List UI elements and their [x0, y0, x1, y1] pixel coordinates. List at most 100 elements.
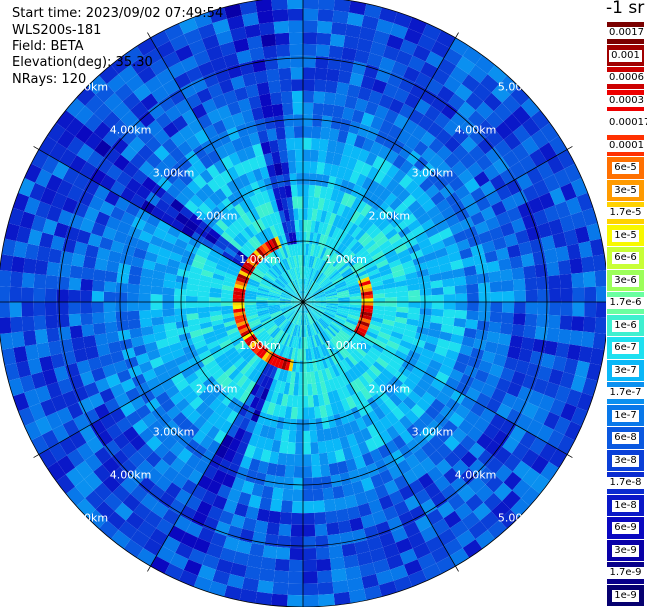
- range-bin-cell: [381, 273, 394, 281]
- range-ring-label: 5.00km: [67, 80, 109, 93]
- range-bin-cell: [303, 55, 316, 68]
- range-bin-cell: [125, 177, 142, 194]
- range-bin-cell: [361, 235, 373, 248]
- range-bin-cell: [306, 360, 311, 373]
- range-bin-cell: [298, 384, 303, 396]
- range-bin-cell: [248, 132, 261, 146]
- range-bin-cell: [314, 293, 326, 299]
- range-bin-cell: [220, 155, 234, 170]
- range-bin-cell: [317, 570, 333, 584]
- range-bin-cell: [408, 295, 421, 302]
- range-bin-cell: [470, 211, 486, 226]
- range-bin-cell: [397, 226, 412, 239]
- range-bin-cell: [175, 542, 194, 560]
- range-bin-cell: [337, 262, 349, 273]
- range-bin-cell: [288, 161, 297, 174]
- range-bin-cell: [303, 137, 312, 150]
- range-bin-cell: [300, 255, 303, 267]
- range-bin-cell: [369, 346, 382, 358]
- range-bin-cell: [211, 348, 225, 360]
- range-bin-cell: [284, 126, 295, 139]
- range-bin-cell: [366, 462, 380, 478]
- range-bin-cell: [344, 95, 358, 110]
- range-bin-cell: [494, 446, 512, 465]
- range-bin-cell: [286, 394, 294, 407]
- range-bin-cell: [372, 231, 385, 243]
- range-bin-cell: [282, 272, 291, 283]
- range-bin-cell: [309, 268, 314, 280]
- range-bin-cell: [373, 293, 385, 299]
- range-bin-cell: [283, 258, 291, 270]
- range-bin-cell: [274, 32, 290, 46]
- range-bin-cell: [291, 300, 303, 302]
- range-bin-cell: [93, 102, 113, 122]
- range-bin-cell: [462, 46, 483, 65]
- range-bin-cell: [162, 51, 181, 69]
- range-bin-cell: [248, 157, 260, 171]
- range-bin-cell: [80, 313, 93, 326]
- range-bin-cell: [160, 191, 176, 206]
- range-bin-cell: [163, 280, 176, 289]
- range-bin-cell: [379, 327, 393, 336]
- range-bin-cell: [318, 0, 335, 11]
- range-bin-cell: [435, 219, 450, 233]
- range-bin-cell: [324, 309, 337, 315]
- range-bin-cell: [376, 201, 390, 215]
- range-bin-cell: [409, 82, 427, 99]
- range-bin-cell: [143, 538, 163, 556]
- range-bin-cell: [220, 297, 233, 302]
- range-bin-cell: [228, 330, 241, 340]
- range-bin-cell: [218, 510, 235, 526]
- range-bin-cell: [181, 185, 196, 200]
- range-bin-cell: [406, 438, 422, 454]
- range-bin-cell: [186, 283, 199, 291]
- range-bin-cell: [451, 427, 468, 444]
- range-bin-cell: [290, 347, 296, 360]
- range-bin-cell: [453, 230, 468, 244]
- range-bin-cell: [501, 279, 514, 292]
- range-bin-cell: [298, 290, 303, 302]
- range-bin-cell: [358, 374, 370, 388]
- range-bin-cell: [304, 255, 308, 267]
- range-bin-cell: [295, 161, 303, 174]
- range-bin-cell: [212, 18, 231, 35]
- range-bin-cell: [263, 321, 275, 330]
- range-bin-cell: [255, 385, 265, 399]
- range-bin-cell: [0, 317, 12, 334]
- range-bin-cell: [171, 244, 186, 256]
- range-bin-cell: [330, 272, 341, 282]
- range-bin-cell: [420, 426, 436, 442]
- range-bin-cell: [448, 251, 462, 263]
- range-bin-cell: [364, 101, 379, 116]
- range-bin-cell: [298, 208, 303, 220]
- range-bin-cell: [350, 444, 362, 459]
- range-bin-cell: [303, 302, 315, 304]
- range-bin-cell: [133, 83, 152, 102]
- range-bin-cell: [199, 274, 213, 283]
- range-bin-cell: [494, 464, 513, 483]
- range-bin-cell: [537, 222, 553, 239]
- range-bin-cell: [447, 93, 466, 111]
- range-bin-cell: [523, 325, 537, 339]
- range-bin-cell: [252, 143, 264, 157]
- range-bin-cell: [286, 257, 293, 270]
- range-bin-cell: [392, 269, 405, 278]
- range-bin-cell: [346, 506, 361, 520]
- range-bin-cell: [293, 126, 303, 138]
- range-bin-cell: [384, 109, 399, 125]
- range-bin-cell: [94, 377, 111, 393]
- range-bin-cell: [586, 363, 602, 381]
- range-bin-cell: [438, 227, 453, 240]
- range-bin-cell: [350, 145, 362, 160]
- range-bin-cell: [565, 196, 582, 215]
- range-bin-cell: [209, 310, 222, 317]
- range-bin-cell: [452, 459, 469, 477]
- range-bin-cell: [361, 356, 373, 369]
- range-bin-cell: [59, 148, 77, 168]
- range-bin-cell: [104, 270, 118, 283]
- range-bin-cell: [35, 201, 52, 219]
- range-bin-cell: [510, 86, 530, 106]
- range-bin-cell: [224, 246, 237, 258]
- range-bin-cell: [385, 411, 399, 426]
- range-bin-cell: [103, 439, 121, 457]
